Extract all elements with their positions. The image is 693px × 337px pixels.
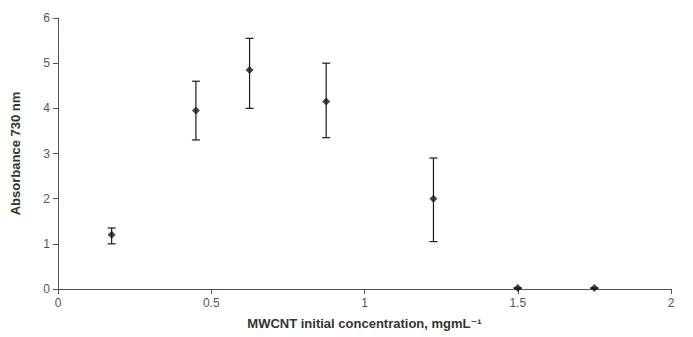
svg-text:4: 4 [43,101,50,115]
svg-text:1.5: 1.5 [509,296,526,310]
svg-text:0: 0 [55,296,62,310]
svg-text:0: 0 [43,282,50,296]
svg-text:2: 2 [668,296,675,310]
svg-text:3: 3 [43,147,50,161]
svg-text:1: 1 [43,237,50,251]
svg-text:1: 1 [361,296,368,310]
svg-text:6: 6 [43,11,50,25]
svg-text:MWCNT initial concentration, m: MWCNT initial concentration, mgmL⁻¹ [247,316,481,331]
svg-text:5: 5 [43,56,50,70]
svg-text:0.5: 0.5 [203,296,220,310]
svg-text:2: 2 [43,192,50,206]
svg-text:Absorbance 730 nm: Absorbance 730 nm [8,92,23,216]
